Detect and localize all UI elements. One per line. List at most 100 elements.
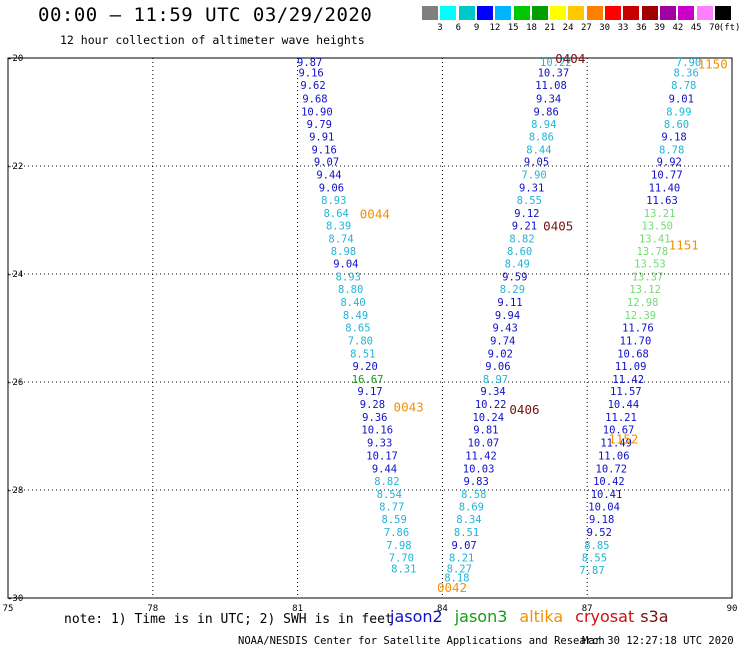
chart-title: 00:00 – 11:59 UTC 03/29/2020 bbox=[38, 4, 373, 26]
swh-value-label: 8.49 bbox=[343, 310, 368, 322]
swh-value-label: 9.74 bbox=[490, 335, 515, 347]
x-tick-label: 87 bbox=[582, 604, 593, 614]
swh-value-label: 8.59 bbox=[381, 514, 406, 526]
legend-altika: altika bbox=[519, 607, 564, 626]
swh-value-label: 8.58 bbox=[461, 489, 486, 501]
pass-time-label: 1150 bbox=[698, 56, 728, 71]
swh-value-label: 8.55 bbox=[582, 553, 607, 565]
scale-label: 33 bbox=[617, 23, 629, 33]
swh-value-label: 8.40 bbox=[340, 297, 365, 309]
swh-value-label: 9.28 bbox=[360, 399, 385, 411]
swh-value-label: 7.90 bbox=[676, 57, 701, 69]
x-tick-label: 90 bbox=[727, 604, 738, 614]
scale-swatch bbox=[513, 6, 530, 20]
swh-value-label: 10.42 bbox=[593, 476, 625, 488]
scale-label: 45 bbox=[690, 23, 702, 33]
swh-value-label: 12.39 bbox=[624, 310, 656, 322]
y-tick-label: -28 bbox=[7, 486, 23, 496]
swh-value-label: 9.18 bbox=[589, 514, 614, 526]
swh-value-label: 9.06 bbox=[319, 183, 344, 195]
swh-value-label: 11.21 bbox=[605, 412, 637, 424]
swh-value-label: 7.80 bbox=[348, 335, 373, 347]
swh-value-label: 13.41 bbox=[639, 233, 671, 245]
swh-value-label: 11.49 bbox=[600, 437, 632, 449]
pass-time-label: 0044 bbox=[360, 207, 390, 222]
map-frame bbox=[7, 57, 733, 599]
swh-value-label: 8.60 bbox=[507, 246, 532, 258]
swh-value-label: 9.33 bbox=[367, 437, 392, 449]
swh-value-label: 9.62 bbox=[300, 80, 325, 92]
swh-value-label: 9.43 bbox=[492, 322, 517, 334]
swh-value-label: 11.42 bbox=[465, 450, 497, 462]
swh-value-label: 9.52 bbox=[587, 527, 612, 539]
swh-value-label: 11.40 bbox=[649, 183, 681, 195]
swh-value-label: 9.01 bbox=[669, 94, 694, 106]
swh-value-label: 7.70 bbox=[389, 553, 414, 565]
swh-value-label: 9.36 bbox=[362, 412, 387, 424]
swh-value-label: 10.67 bbox=[603, 425, 635, 437]
swh-value-label: 10.22 bbox=[540, 57, 572, 69]
y-tick-label: -24 bbox=[7, 270, 23, 280]
scale-label: 21 bbox=[544, 23, 556, 33]
swh-value-label: 8.86 bbox=[529, 131, 554, 143]
swh-value-label: 10.17 bbox=[366, 450, 398, 462]
swh-value-label: 8.51 bbox=[454, 527, 479, 539]
swh-value-label: 8.44 bbox=[526, 144, 551, 156]
swh-value-label: 8.29 bbox=[500, 284, 525, 296]
swh-value-label: 10.37 bbox=[538, 68, 570, 80]
swh-value-label: 8.34 bbox=[456, 514, 481, 526]
scale-swatch bbox=[678, 6, 695, 20]
swh-value-label: 9.91 bbox=[309, 131, 334, 143]
swh-value-label: 8.27 bbox=[447, 563, 472, 575]
swh-value-label: 8.98 bbox=[331, 246, 356, 258]
swh-value-label: 13.21 bbox=[644, 208, 676, 220]
swh-value-label: 11.70 bbox=[620, 335, 652, 347]
pass-time-label: 1151 bbox=[669, 237, 699, 252]
scale-label: 3 bbox=[437, 23, 443, 33]
scale-swatch bbox=[568, 6, 585, 20]
swh-value-label: 11.08 bbox=[535, 80, 567, 92]
x-tick-label: 78 bbox=[147, 604, 158, 614]
scale-label: 30 bbox=[599, 23, 611, 33]
swh-value-label: 9.05 bbox=[524, 157, 549, 169]
swh-value-label: 8.74 bbox=[328, 233, 353, 245]
chart-subtitle: 12 hour collection of altimeter wave hei… bbox=[60, 33, 365, 47]
swh-value-label: 11.57 bbox=[610, 386, 642, 398]
generated-timestamp: Mar 30 12:27:18 UTC 2020 bbox=[582, 635, 734, 647]
swh-value-label: 7.86 bbox=[384, 527, 409, 539]
legend-s3a: s3a bbox=[640, 607, 669, 626]
swh-value-label: 10.04 bbox=[588, 502, 620, 514]
scale-swatch bbox=[623, 6, 640, 20]
swh-value-label: 9.12 bbox=[514, 208, 539, 220]
scale-label: 6 bbox=[455, 23, 461, 33]
swh-value-label: 9.17 bbox=[357, 386, 382, 398]
swh-value-label: 13.50 bbox=[641, 220, 673, 232]
swh-value-label: 8.49 bbox=[505, 259, 530, 271]
scale-swatch bbox=[586, 6, 603, 20]
swh-value-label: 10.90 bbox=[301, 106, 333, 118]
swh-value-label: 9.44 bbox=[372, 463, 397, 475]
swh-value-label: 9.31 bbox=[519, 183, 544, 195]
pass-time-label: 0406 bbox=[509, 402, 539, 417]
swh-value-label: 8.31 bbox=[391, 563, 416, 575]
swh-value-label: 9.16 bbox=[311, 144, 336, 156]
swh-value-label: 8.60 bbox=[664, 119, 689, 131]
swh-value-label: 8.80 bbox=[338, 284, 363, 296]
swh-value-label: 8.51 bbox=[350, 348, 375, 360]
scale-label: 27 bbox=[580, 23, 592, 33]
legend-jason2: jason2 bbox=[390, 607, 443, 626]
footer-note: note: 1) Time is in UTC; 2) SWH is in fe… bbox=[64, 612, 393, 627]
swh-value-label: 8.94 bbox=[531, 119, 556, 131]
swh-value-label: 10.24 bbox=[472, 412, 504, 424]
pass-time-label: 0405 bbox=[543, 218, 573, 233]
y-tick-label: -26 bbox=[7, 378, 23, 388]
swh-value-label: 9.59 bbox=[502, 272, 527, 284]
swh-value-label: 10.44 bbox=[608, 399, 640, 411]
swh-value-label: 11.09 bbox=[615, 361, 647, 373]
swh-value-label: 8.54 bbox=[377, 489, 402, 501]
scale-swatch bbox=[440, 6, 457, 20]
scale-swatch bbox=[531, 6, 548, 20]
swh-value-label: 9.86 bbox=[534, 106, 559, 118]
scale-label: 9 bbox=[473, 23, 480, 33]
